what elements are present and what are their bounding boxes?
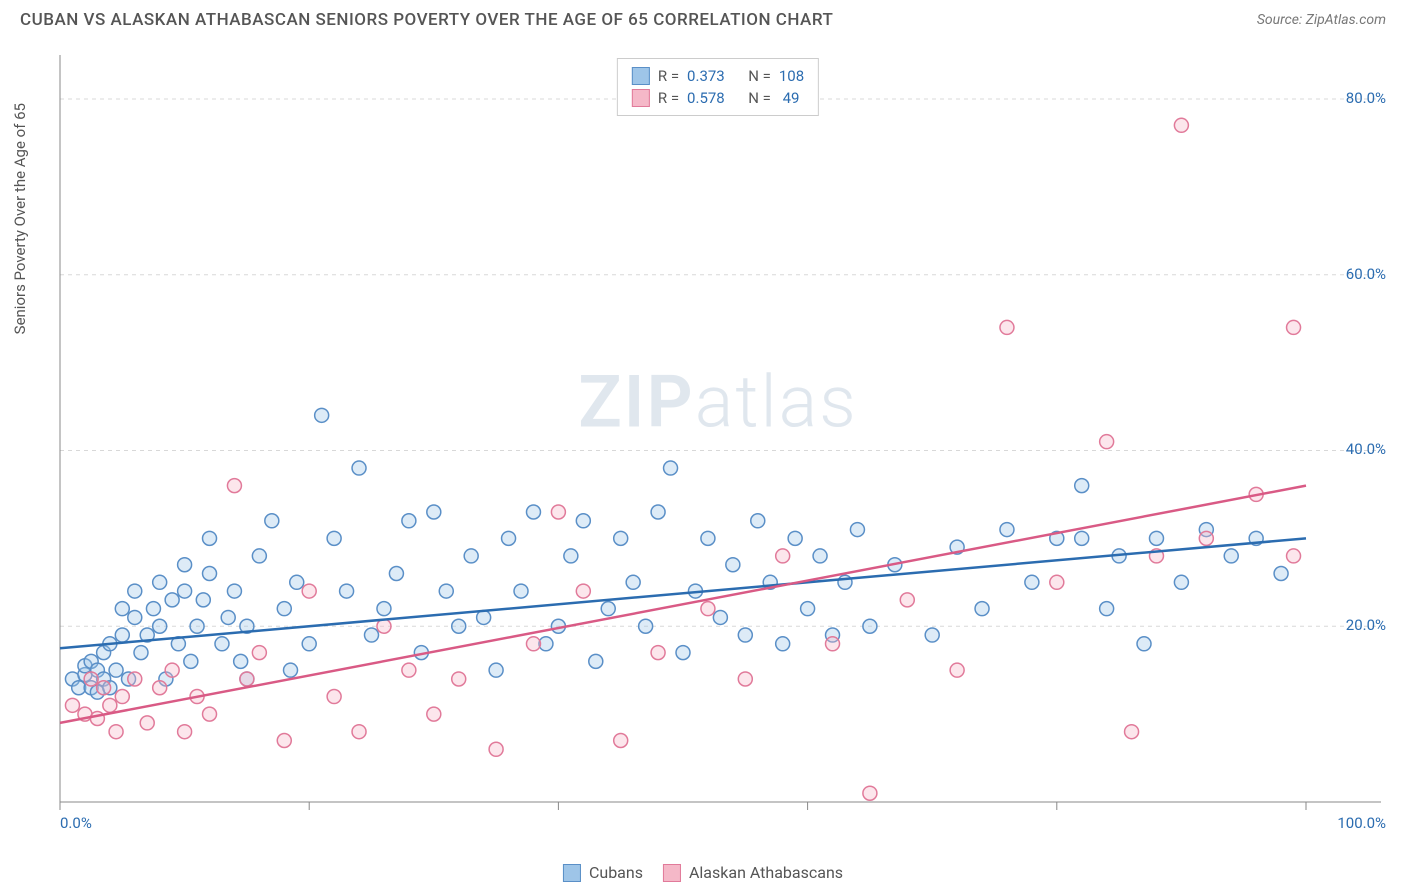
legend-n-value-cubans: 108: [779, 67, 804, 85]
chart-title: CUBAN VS ALASKAN ATHABASCAN SENIORS POVE…: [20, 10, 833, 30]
legend-item-cubans: Cubans: [563, 863, 643, 882]
series-legend: Cubans Alaskan Athabascans: [563, 863, 843, 882]
legend-n-label: N =: [748, 67, 771, 85]
chart-header: CUBAN VS ALASKAN ATHABASCAN SENIORS POVE…: [0, 0, 1406, 35]
legend-swatch-athabascans: [632, 89, 650, 107]
legend-swatch-athabascans: [663, 864, 681, 882]
legend-swatch-cubans: [563, 864, 581, 882]
legend-item-athabascans: Alaskan Athabascans: [663, 863, 843, 882]
legend-label-cubans: Cubans: [589, 863, 643, 882]
y-tick-label: 40.0%: [1346, 440, 1386, 458]
x-tick-label: 0.0%: [60, 814, 92, 832]
x-tick-label: 100.0%: [1337, 814, 1386, 832]
y-tick-label: 60.0%: [1346, 265, 1386, 283]
y-axis-label: Seniors Poverty Over the Age of 65: [11, 103, 29, 334]
legend-n-value-athabascans: 49: [779, 89, 800, 107]
chart-area: Seniors Poverty Over the Age of 65 R = 0…: [50, 50, 1386, 832]
legend-r-value-cubans: 0.373: [687, 67, 725, 85]
legend-swatch-cubans: [632, 67, 650, 85]
legend-r-label: R =: [658, 89, 679, 107]
legend-label-athabascans: Alaskan Athabascans: [689, 863, 843, 882]
legend-n-label: N =: [748, 89, 771, 107]
source-attribution: Source: ZipAtlas.com: [1257, 12, 1386, 28]
legend-r-value-athabascans: 0.578: [687, 89, 725, 107]
scatter-chart-svg: [50, 50, 1386, 832]
y-tick-label: 80.0%: [1346, 89, 1386, 107]
legend-r-label: R =: [658, 67, 679, 85]
legend-row-cubans: R = 0.373 N = 108: [632, 65, 804, 87]
correlation-legend: R = 0.373 N = 108 R = 0.578 N = 49: [617, 58, 819, 116]
legend-row-athabascans: R = 0.578 N = 49: [632, 87, 804, 109]
y-tick-label: 20.0%: [1346, 616, 1386, 634]
